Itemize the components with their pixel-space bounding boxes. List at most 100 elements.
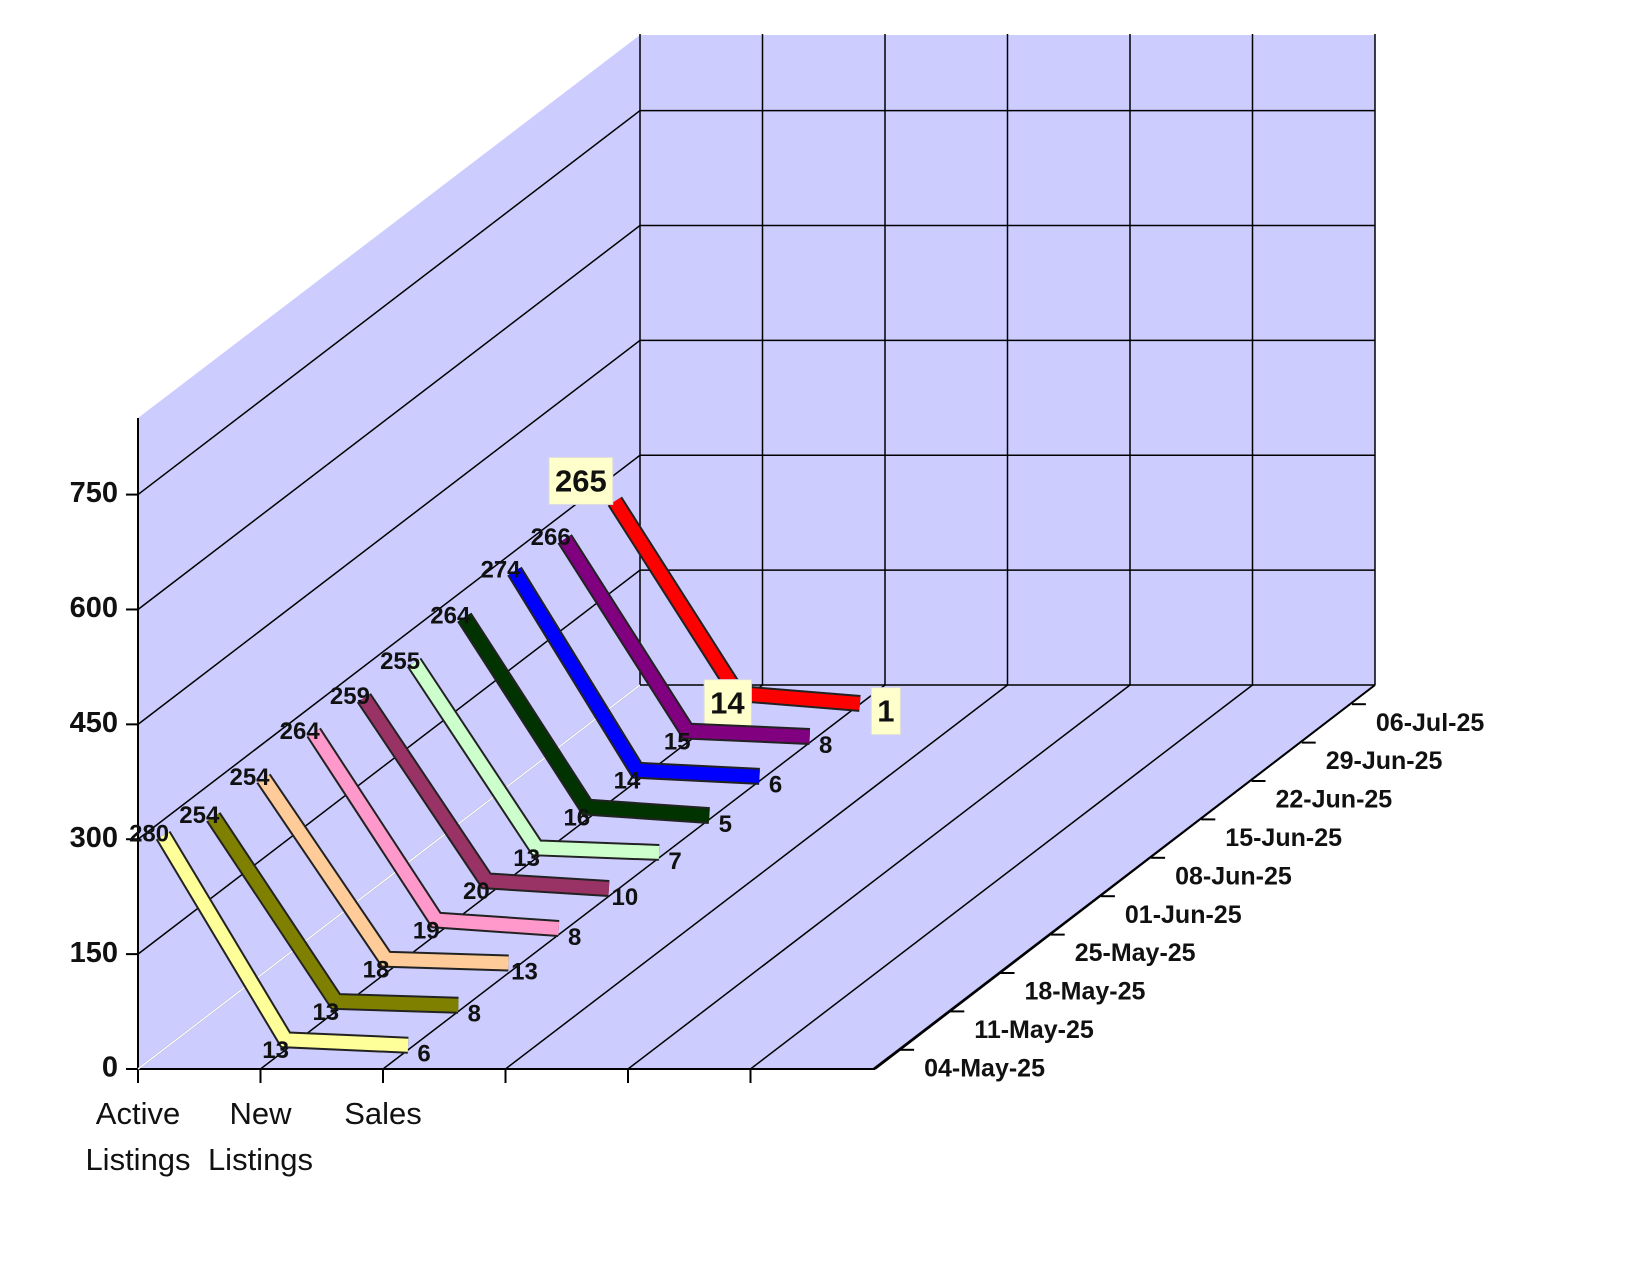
value-label-group: 14 <box>614 768 641 795</box>
y-tick-label: 150 <box>70 937 118 969</box>
value-label-group: 8 <box>819 732 832 759</box>
value-label: 266 <box>531 524 571 551</box>
series-label: 04-May-25 <box>924 1054 1045 1082</box>
value-label-group: 259 <box>330 683 370 710</box>
grid-line <box>137 109 641 496</box>
series-label: 18-May-25 <box>1025 978 1146 1006</box>
value-label-group: 254 <box>229 764 270 791</box>
value-label: 7 <box>668 848 681 875</box>
value-label-group: 19 <box>413 917 440 944</box>
value-label: 13 <box>511 958 538 985</box>
label-box <box>703 679 752 728</box>
value-label: 274 <box>480 556 521 583</box>
series-label: 29-Jun-25 <box>1326 747 1443 775</box>
value-label-group: 266 <box>531 524 571 551</box>
value-label-group: 254 <box>179 802 220 829</box>
value-label: 8 <box>819 732 832 759</box>
value-label-group: 20 <box>463 878 490 905</box>
grid-line <box>137 224 641 611</box>
value-label-group: 255 <box>380 648 420 675</box>
value-label: 5 <box>719 811 732 838</box>
grid-line <box>137 454 641 840</box>
floor-grid-line <box>750 684 1253 1070</box>
series-line <box>358 694 610 896</box>
y-tick-label: 0 <box>102 1052 118 1084</box>
value-label: 8 <box>468 1001 481 1028</box>
series-line <box>559 535 810 743</box>
value-label-group: 7 <box>668 848 681 875</box>
value-label-group: 13 <box>312 999 339 1026</box>
value-label: 13 <box>262 1037 289 1064</box>
series-line <box>508 567 760 783</box>
value-label-group: 15 <box>664 728 691 755</box>
floor-grid-line <box>382 684 886 1070</box>
series-line <box>408 658 660 859</box>
series-label: 22-Jun-25 <box>1276 786 1393 814</box>
value-label-group: 8 <box>468 1001 481 1028</box>
floor-grid-line <box>627 684 1131 1070</box>
left-wall <box>138 35 640 1069</box>
y-tick-label: 300 <box>70 822 118 854</box>
value-label: 6 <box>417 1041 430 1068</box>
label-box <box>870 687 902 736</box>
value-label: 18 <box>363 957 390 984</box>
series-line <box>157 832 409 1052</box>
x-tick-label: Active Listings <box>85 1096 191 1177</box>
value-label: 8 <box>568 924 581 951</box>
value-label-group: 13 <box>513 845 540 872</box>
series-line <box>308 728 560 935</box>
value-label-group: 8 <box>568 924 581 951</box>
value-label: 19 <box>413 917 440 944</box>
series-label: 11-May-25 <box>974 1016 1094 1044</box>
value-label: 14 <box>710 686 745 721</box>
value-label: 14 <box>614 768 641 795</box>
value-label: 259 <box>330 683 370 710</box>
value-label: 280 <box>129 821 169 848</box>
x-tick-label: New Listings <box>207 1096 314 1177</box>
value-label-group: 5 <box>719 811 732 838</box>
grid-line <box>137 339 641 725</box>
series-line <box>207 813 459 1012</box>
value-label: 13 <box>513 845 540 872</box>
value-label-group: 14 <box>703 679 752 728</box>
value-label-group: 13 <box>511 958 538 985</box>
value-label: 264 <box>280 718 321 745</box>
value-label: 264 <box>430 603 471 630</box>
value-label: 6 <box>769 772 782 799</box>
series-label: 15-Jun-25 <box>1225 824 1342 852</box>
value-label-group: 10 <box>612 884 639 911</box>
value-label: 15 <box>664 728 691 755</box>
series-line <box>458 613 710 823</box>
y-tick-label: 450 <box>70 707 118 739</box>
label-box <box>548 456 614 505</box>
series-label: 08-Jun-25 <box>1175 862 1292 890</box>
value-label: 254 <box>229 764 270 791</box>
y-tick-label: 600 <box>70 592 118 624</box>
value-label-group: 1 <box>870 687 902 736</box>
value-label: 10 <box>612 884 639 911</box>
value-label-group: 264 <box>280 718 321 745</box>
value-label: 16 <box>563 804 590 831</box>
value-label-group: 16 <box>563 804 590 831</box>
value-label-group: 6 <box>769 772 782 799</box>
value-label-group: 6 <box>417 1041 430 1068</box>
x-tick-label: Sales <box>344 1096 422 1131</box>
series-line <box>258 774 509 970</box>
value-label: 20 <box>463 878 490 905</box>
value-label-group: 264 <box>430 603 471 630</box>
value-label-group: 274 <box>480 556 521 583</box>
value-label: 13 <box>312 999 339 1026</box>
value-label: 254 <box>179 802 220 829</box>
value-label: 265 <box>555 463 607 498</box>
y-tick-label: 750 <box>70 477 118 509</box>
value-label: 1 <box>877 694 894 729</box>
value-label-group: 280 <box>129 821 169 848</box>
floor-grid-line <box>872 684 1376 1070</box>
series-label: 25-May-25 <box>1075 939 1196 967</box>
value-label: 255 <box>380 648 420 675</box>
value-label-group: 13 <box>262 1037 289 1064</box>
value-label-group: 265 <box>548 456 614 505</box>
value-label-group: 18 <box>363 957 390 984</box>
